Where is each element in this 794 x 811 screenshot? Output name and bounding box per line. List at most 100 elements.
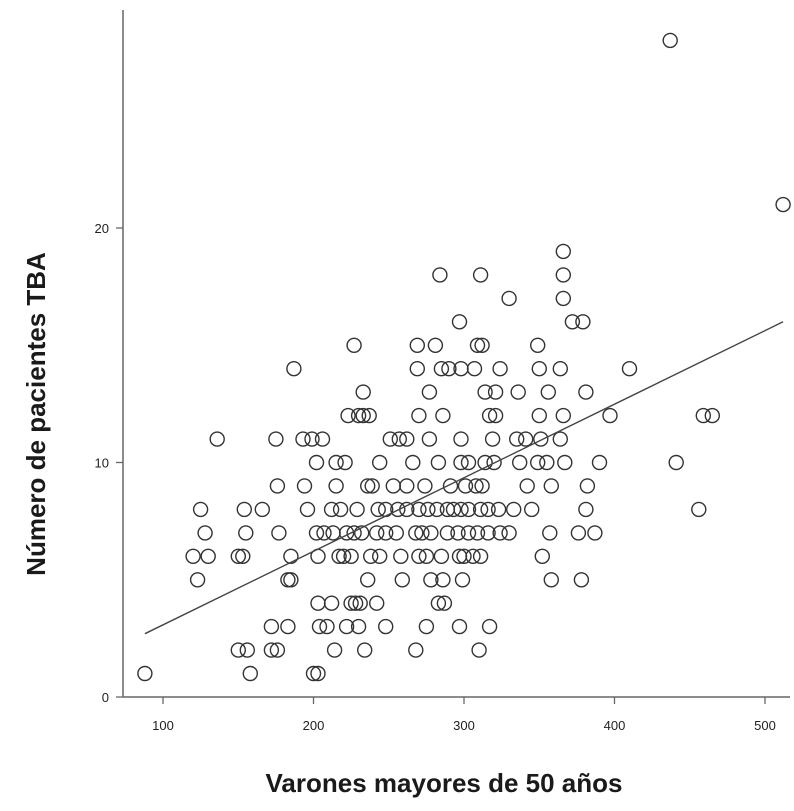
data-point [468, 478, 484, 494]
data-point [394, 572, 410, 588]
data-point [471, 642, 487, 658]
data-point [369, 595, 385, 611]
x-tick-label: 400 [604, 718, 626, 733]
data-point [200, 548, 216, 564]
x-tick-label: 300 [453, 718, 475, 733]
data-point [393, 548, 409, 564]
data-point [534, 548, 550, 564]
data-point [704, 407, 720, 424]
data-point [460, 501, 477, 518]
data-point [474, 478, 490, 494]
data-point [328, 454, 344, 471]
data-point [555, 243, 571, 260]
data-point [575, 314, 591, 330]
data-point [399, 431, 415, 447]
data-point [319, 618, 335, 635]
data-point [486, 454, 502, 471]
data-point [361, 407, 377, 424]
data-point [185, 548, 201, 564]
data-point [555, 290, 571, 307]
data-point [363, 548, 379, 564]
data-point [441, 361, 457, 377]
data-point [409, 337, 425, 353]
data-point [414, 525, 430, 541]
data-point [331, 548, 347, 564]
data-point [316, 525, 332, 541]
x-tick-label: 500 [754, 718, 776, 733]
data-point [487, 407, 504, 424]
data-point [269, 478, 286, 494]
data-point [355, 384, 371, 400]
data-point [477, 384, 493, 400]
data-point [518, 431, 534, 447]
data-point [453, 501, 469, 518]
data-point [540, 384, 556, 400]
data-point [435, 407, 451, 424]
data-point [328, 478, 344, 494]
data-point [343, 548, 359, 564]
data-point [509, 431, 525, 447]
data-point [391, 431, 407, 447]
data-point [269, 642, 286, 658]
data-point [235, 548, 251, 564]
data-point [399, 478, 415, 494]
data-point [492, 361, 508, 377]
data-point [487, 384, 504, 400]
data-point [570, 525, 587, 541]
data-point [411, 548, 427, 564]
data-point [573, 572, 590, 588]
data-point [530, 337, 546, 353]
data-point [360, 572, 376, 588]
data-point [602, 407, 618, 424]
data-point [286, 361, 302, 377]
data-point [484, 431, 501, 447]
data-point [457, 478, 474, 494]
data-point [587, 525, 603, 541]
data-point [349, 501, 365, 518]
data-point [323, 501, 340, 518]
data-point [411, 501, 427, 518]
data-point [239, 642, 256, 658]
data-point [242, 665, 259, 682]
data-point [230, 548, 247, 564]
data-point [408, 642, 424, 658]
data-point [445, 501, 462, 518]
data-point [311, 618, 328, 635]
data-point [621, 361, 638, 377]
data-point [477, 454, 493, 471]
data-point [542, 525, 558, 541]
data-point [480, 525, 496, 541]
data-point [350, 407, 367, 424]
data-point [280, 618, 296, 635]
data-point [382, 431, 398, 447]
data-point [469, 525, 486, 541]
data-point [531, 407, 547, 424]
data-point [480, 501, 496, 518]
data-point [519, 478, 535, 494]
data-point [453, 454, 469, 471]
y-tick-label: 10 [95, 456, 109, 471]
trend-line-group [144, 321, 784, 635]
data-point [501, 525, 517, 541]
data-point [423, 572, 439, 588]
y-tick-label: 0 [102, 690, 109, 705]
data-point [552, 431, 568, 447]
data-point [510, 384, 526, 400]
data-point [531, 361, 547, 377]
data-point [304, 431, 320, 447]
data-point [578, 384, 594, 400]
data-point [283, 572, 299, 588]
data-point [490, 501, 507, 518]
data-point [429, 501, 445, 518]
data-point [209, 431, 225, 447]
data-point [390, 501, 406, 518]
data-point [299, 501, 316, 518]
data-point [432, 267, 448, 283]
data-point [439, 525, 456, 541]
data-point [578, 501, 594, 518]
data-point [492, 525, 508, 541]
data-point [435, 572, 451, 588]
data-point [454, 572, 471, 588]
